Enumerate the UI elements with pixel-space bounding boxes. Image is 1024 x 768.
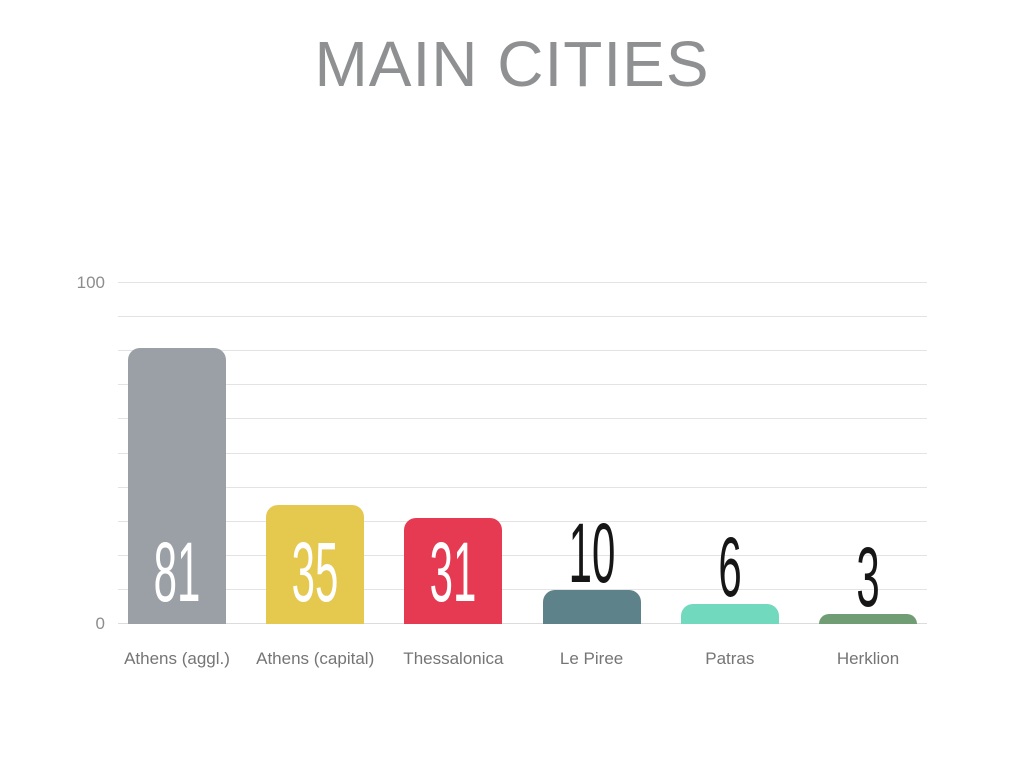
gridline xyxy=(118,520,927,522)
bar-herklion xyxy=(819,613,917,624)
bar-athens-capital xyxy=(266,504,365,624)
gridline xyxy=(118,384,927,386)
x-category-label: Athens (aggl.) xyxy=(124,649,230,668)
bar-thessalonica xyxy=(404,518,503,624)
chart-title: MAIN CITIES xyxy=(314,28,710,100)
x-category-label: Thessalonica xyxy=(403,649,504,668)
gridline xyxy=(118,282,927,283)
bar-value-label: 3 xyxy=(856,529,880,624)
gridline xyxy=(118,588,927,590)
gridline xyxy=(118,486,927,488)
y-tick-label: 100 xyxy=(76,273,105,292)
gridline xyxy=(118,350,927,352)
bar-athens-aggl xyxy=(128,347,226,624)
bar-le-piree xyxy=(542,589,641,624)
gridline xyxy=(118,316,927,318)
gridline xyxy=(118,418,927,420)
x-category-label: Herklion xyxy=(836,649,900,668)
x-category-label: Patras xyxy=(705,649,755,668)
gridline xyxy=(118,623,927,624)
bar-patras xyxy=(680,603,779,624)
x-category-label: Athens (capital) xyxy=(256,649,375,668)
bar-value-label: 6 xyxy=(718,519,742,614)
gridline xyxy=(118,554,927,556)
bar-chart: 100 0 81 35 31 10 6 3 Athens (aggl.) Athens (ca… xyxy=(77,274,927,667)
y-tick-label: 0 xyxy=(95,614,105,633)
gridline xyxy=(118,452,927,454)
bar-value-label: 10 xyxy=(568,505,615,600)
x-category-label: Le Piree xyxy=(559,649,624,668)
